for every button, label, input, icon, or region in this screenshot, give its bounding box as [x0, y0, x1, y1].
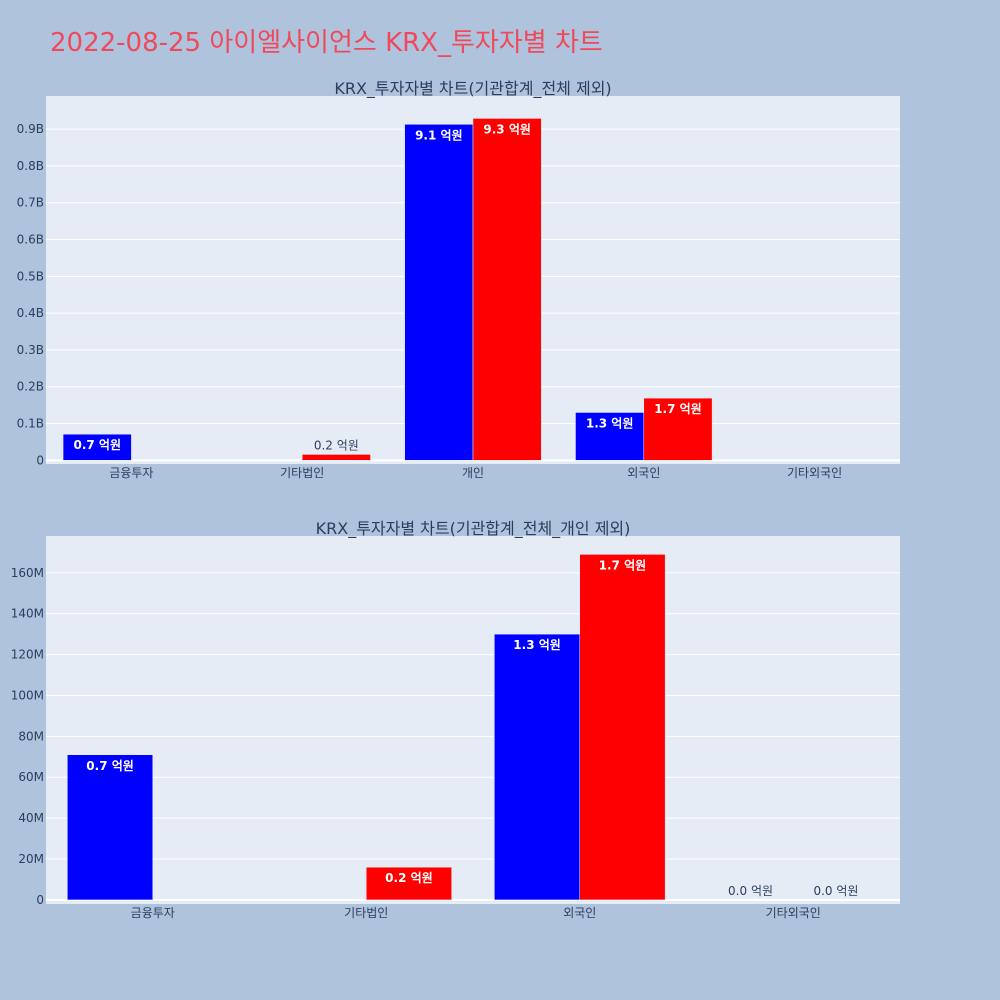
data-label: 1.3 억원: [586, 416, 634, 430]
chart-title: KRX_투자자별 차트(기관합계_전체_개인 제외): [316, 519, 631, 539]
page-title: 2022-08-25 아이엘사이언스 KRX_투자자별 차트: [50, 28, 603, 58]
data-label: 0.0 억원: [728, 884, 773, 898]
bar: [579, 554, 666, 901]
y-tick-label: 0.4B: [17, 306, 44, 320]
x-tick-label: 기타외국인: [766, 906, 821, 920]
y-tick-label: 0.9B: [17, 122, 44, 136]
x-tick-label: 금융투자: [131, 906, 175, 920]
x-tick-label: 금융투자: [109, 466, 153, 480]
chart-title: KRX_투자자별 차트(기관합계_전체 제외): [334, 79, 611, 99]
y-tick-label: 0.7B: [17, 196, 44, 210]
y-tick-label: 0.6B: [17, 233, 44, 247]
bar: [643, 397, 713, 461]
y-tick-label: 0: [36, 453, 44, 467]
bar: [472, 118, 542, 461]
y-tick-label: 40M: [18, 811, 44, 825]
y-tick-label: 0.2B: [17, 380, 44, 394]
x-tick-label: 기타외국인: [787, 466, 842, 480]
data-label: 0.0 억원: [813, 884, 858, 898]
y-tick-label: 0.3B: [17, 343, 44, 357]
data-label: 1.7 억원: [654, 402, 702, 416]
y-tick-label: 20M: [18, 852, 44, 866]
plot-area: [46, 536, 900, 904]
y-tick-label: 0.8B: [17, 159, 44, 173]
x-tick-label: 외국인: [627, 466, 660, 480]
y-tick-label: 0: [36, 893, 44, 907]
y-tick-label: 100M: [11, 688, 44, 702]
y-tick-label: 80M: [18, 729, 44, 743]
chart-2: 0 20M 40M 60M 80M 100M 120M 140M 160M KRX_투자자별 차트…: [11, 519, 900, 920]
bar: [404, 124, 474, 461]
y-tick-label: 140M: [11, 607, 44, 621]
x-tick-label: 개인: [462, 466, 484, 480]
x-tick-label: 기타법인: [344, 906, 388, 920]
bar: [366, 866, 452, 901]
chart-1: 0 0.1B 0.2B 0.3B 0.4B 0.5B 0.6B 0.7B 0.8B 0.9B KRX…: [17, 79, 900, 480]
data-label: 1.3 억원: [513, 638, 561, 652]
x-tick-label: 기타법인: [280, 466, 324, 480]
y-tick-label: 0.1B: [17, 417, 44, 431]
x-tick-label: 외국인: [563, 906, 596, 920]
data-label: 0.2 억원: [385, 871, 433, 885]
bar: [301, 454, 371, 461]
y-tick-label: 60M: [18, 770, 44, 784]
data-label: 9.1 억원: [415, 128, 463, 142]
data-label: 0.7 억원: [86, 759, 134, 773]
data-label: 0.2 억원: [314, 438, 359, 452]
data-label: 1.7 억원: [599, 558, 647, 572]
y-tick-label: 0.5B: [17, 269, 44, 283]
bar: [67, 754, 153, 901]
data-label: 9.3 억원: [483, 122, 531, 136]
data-label: 0.7 억원: [73, 438, 121, 452]
y-tick-label: 160M: [11, 566, 44, 580]
y-tick-label: 120M: [11, 648, 44, 662]
bar: [494, 633, 581, 901]
bar: [575, 412, 645, 461]
bar: [62, 433, 132, 461]
